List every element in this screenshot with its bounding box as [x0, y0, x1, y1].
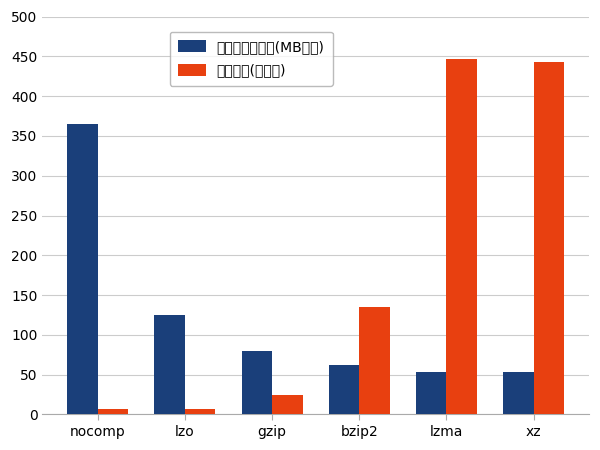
- Bar: [503, 372, 533, 414]
- Bar: [446, 59, 477, 414]
- Bar: [67, 124, 98, 414]
- Bar: [359, 307, 390, 414]
- Bar: [416, 372, 446, 414]
- Bar: [329, 365, 359, 414]
- Bar: [533, 62, 564, 414]
- Legend: ファイルサイズ(MB単位), 処理速度(秒単位): ファイルサイズ(MB単位), 処理速度(秒単位): [170, 32, 333, 86]
- Bar: [154, 315, 185, 414]
- Bar: [185, 409, 215, 414]
- Bar: [98, 409, 128, 414]
- Bar: [272, 395, 302, 414]
- Bar: [242, 351, 272, 414]
